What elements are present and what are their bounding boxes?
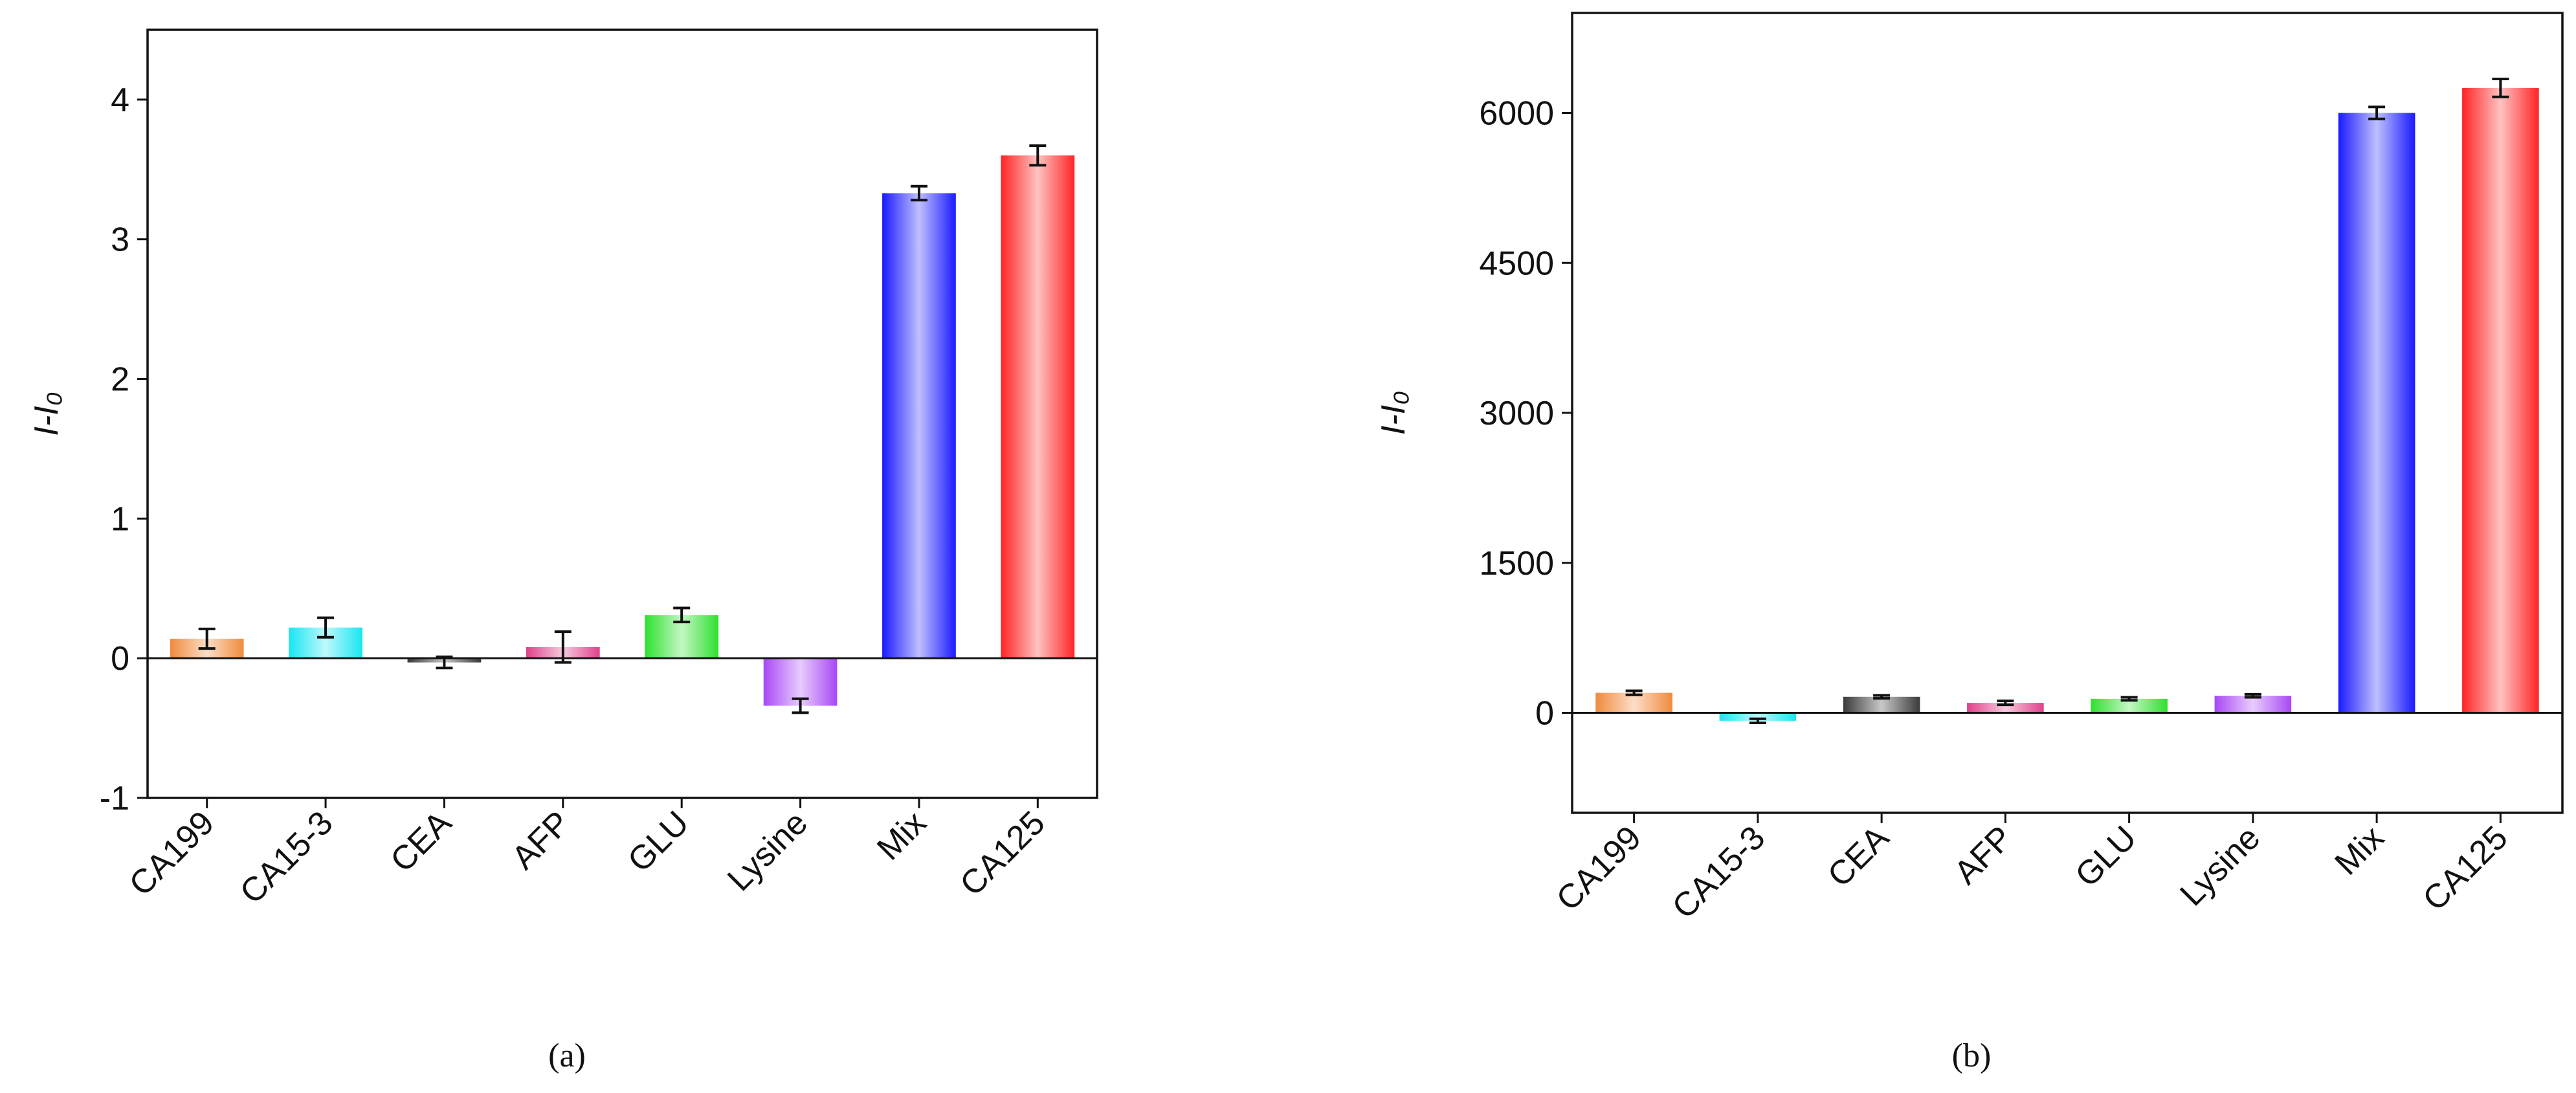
y-tick-label: 6000	[1479, 95, 1554, 133]
x-tick-label: Mix	[870, 804, 933, 867]
panel-label: (b)	[1952, 1037, 1992, 1074]
y-tick-label: 4	[111, 82, 129, 119]
bar	[2214, 696, 2292, 713]
panel-label: (a)	[548, 1037, 586, 1074]
bar	[2462, 87, 2539, 713]
x-tick-label: AFP	[505, 804, 578, 877]
bar	[1967, 703, 2044, 713]
plot-frame	[1571, 12, 2564, 814]
x-tick-label: CA15-3	[1665, 819, 1773, 926]
y-axis-label: I-I₀	[1375, 391, 1412, 435]
plot-frame	[146, 28, 1098, 799]
y-tick-label: 1500	[1479, 545, 1554, 582]
x-tick-label: CEA	[383, 804, 459, 879]
bar	[2091, 698, 2168, 713]
bar	[2338, 113, 2415, 713]
y-tick-label: -1	[100, 780, 129, 817]
x-tick-label: CA15-3	[233, 804, 340, 911]
y-tick-label: 3	[111, 221, 129, 259]
x-tick-label: CA199	[122, 804, 221, 903]
x-tick-label: Mix	[2327, 819, 2391, 882]
y-tick-label: 3000	[1479, 395, 1554, 432]
x-tick-label: AFP	[1947, 819, 2020, 892]
y-tick-label: 0	[1535, 695, 1554, 733]
x-tick-label: GLU	[621, 804, 696, 879]
y-tick-label: 1	[111, 500, 129, 538]
y-tick-label: 0	[111, 640, 129, 678]
x-tick-label: CA125	[953, 804, 1052, 903]
x-tick-label: CEA	[1821, 819, 1896, 894]
y-tick-label: 4500	[1479, 245, 1554, 282]
x-tick-label: GLU	[2068, 819, 2144, 894]
y-tick-label: 2	[111, 361, 129, 399]
bar	[1001, 155, 1075, 659]
x-tick-label: CA125	[2415, 819, 2515, 918]
bar	[882, 193, 956, 659]
bar	[1595, 692, 1672, 713]
bar	[1719, 712, 1797, 721]
x-tick-label: Lysine	[720, 804, 815, 898]
y-axis-label: I-I₀	[28, 392, 65, 436]
x-tick-label: Lysine	[2173, 819, 2267, 913]
x-tick-label: CA199	[1549, 819, 1649, 918]
